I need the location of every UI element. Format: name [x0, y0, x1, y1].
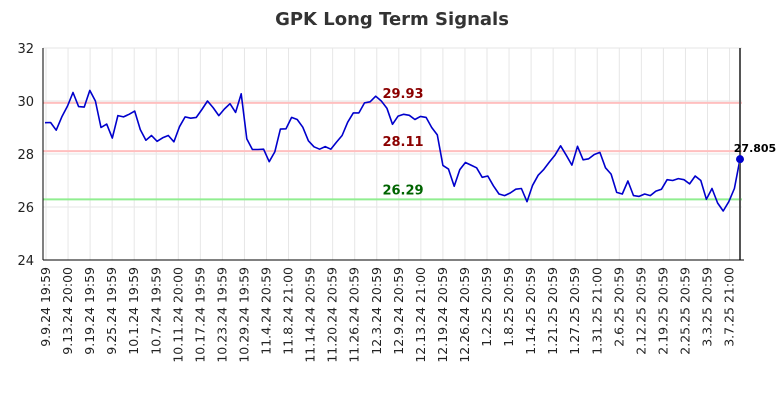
x-tick-label: 2.12.25 20:59	[633, 267, 648, 355]
x-tick-label: 1.14.25 20:59	[523, 267, 538, 355]
x-tick-label: 12.13.24 21:00	[413, 267, 428, 363]
y-tick-label: 26	[17, 201, 34, 216]
x-tick-label: 10.29.24 19:59	[236, 267, 251, 363]
y-tick-label: 32	[17, 42, 34, 57]
x-axis: 9.9.24 19:59 9.13.24 20:00 9.19.24 19:59 9.…	[38, 259, 744, 363]
x-tick-label: 12.9.24 20:59	[391, 267, 406, 355]
x-tick-label: 1.27.25 20:59	[567, 267, 582, 355]
y-axis: 24 26 28 30 32	[17, 42, 44, 269]
x-tick-label: 10.7.24 19:59	[148, 267, 163, 355]
level-label: 26.29	[382, 183, 423, 198]
x-tick-label: 9.13.24 20:00	[60, 267, 75, 355]
x-tick-label: 12.26.24 20:59	[457, 267, 472, 363]
x-tick-label: 1.8.25 20:59	[501, 267, 516, 347]
x-tick-label: 11.26.24 20:59	[347, 267, 362, 363]
y-tick-label: 24	[17, 254, 34, 269]
y-tick-label: 28	[17, 148, 34, 163]
x-tick-label: 9.25.24 19:59	[104, 267, 119, 355]
level-label: 29.93	[382, 87, 423, 102]
x-tick-label: 11.14.24 20:59	[303, 267, 318, 363]
x-tick-label: 12.3.24 20:59	[369, 267, 384, 355]
x-tick-label: 9.19.24 19:59	[82, 267, 97, 355]
last-point	[736, 155, 744, 164]
x-tick-label: 11.20.24 20:59	[325, 267, 340, 363]
y-tick-label: 30	[17, 95, 34, 110]
x-tick-label: 10.1.24 19:59	[126, 267, 141, 355]
x-tick-label: 9.9.24 19:59	[38, 267, 53, 347]
level-label: 28.11	[382, 135, 423, 150]
x-tick-label: 2.6.25 20:59	[611, 267, 626, 347]
x-tick-label: 3.7.25 21:00	[722, 267, 737, 347]
x-tick-label: 10.17.24 19:59	[192, 267, 207, 363]
x-tick-label: 11.4.24 20:59	[259, 267, 274, 355]
x-tick-label: 2.19.25 20:59	[655, 267, 670, 355]
x-tick-label: 1.31.25 21:00	[589, 267, 604, 355]
plot-area: 27.805	[44, 48, 776, 260]
x-tick-label: 3.3.25 20:59	[700, 267, 715, 347]
x-tick-label: 10.11.24 20:00	[170, 267, 185, 363]
price-series-line	[44, 89, 741, 212]
signal-levels: 29.93 28.11 26.29	[43, 87, 742, 201]
x-tick-label: 1.2.25 20:59	[479, 267, 494, 347]
grid	[43, 47, 742, 261]
x-tick-label: 10.23.24 19:59	[214, 267, 229, 363]
last-value-label: 27.805	[734, 142, 776, 155]
x-tick-label: 12.19.24 20:59	[435, 267, 450, 363]
x-tick-label: 1.21.25 20:59	[545, 267, 560, 355]
x-tick-label: 2.25.25 20:59	[677, 267, 692, 355]
chart-title: GPK Long Term Signals	[275, 9, 509, 30]
x-tick-label: 11.8.24 21:00	[281, 267, 296, 355]
